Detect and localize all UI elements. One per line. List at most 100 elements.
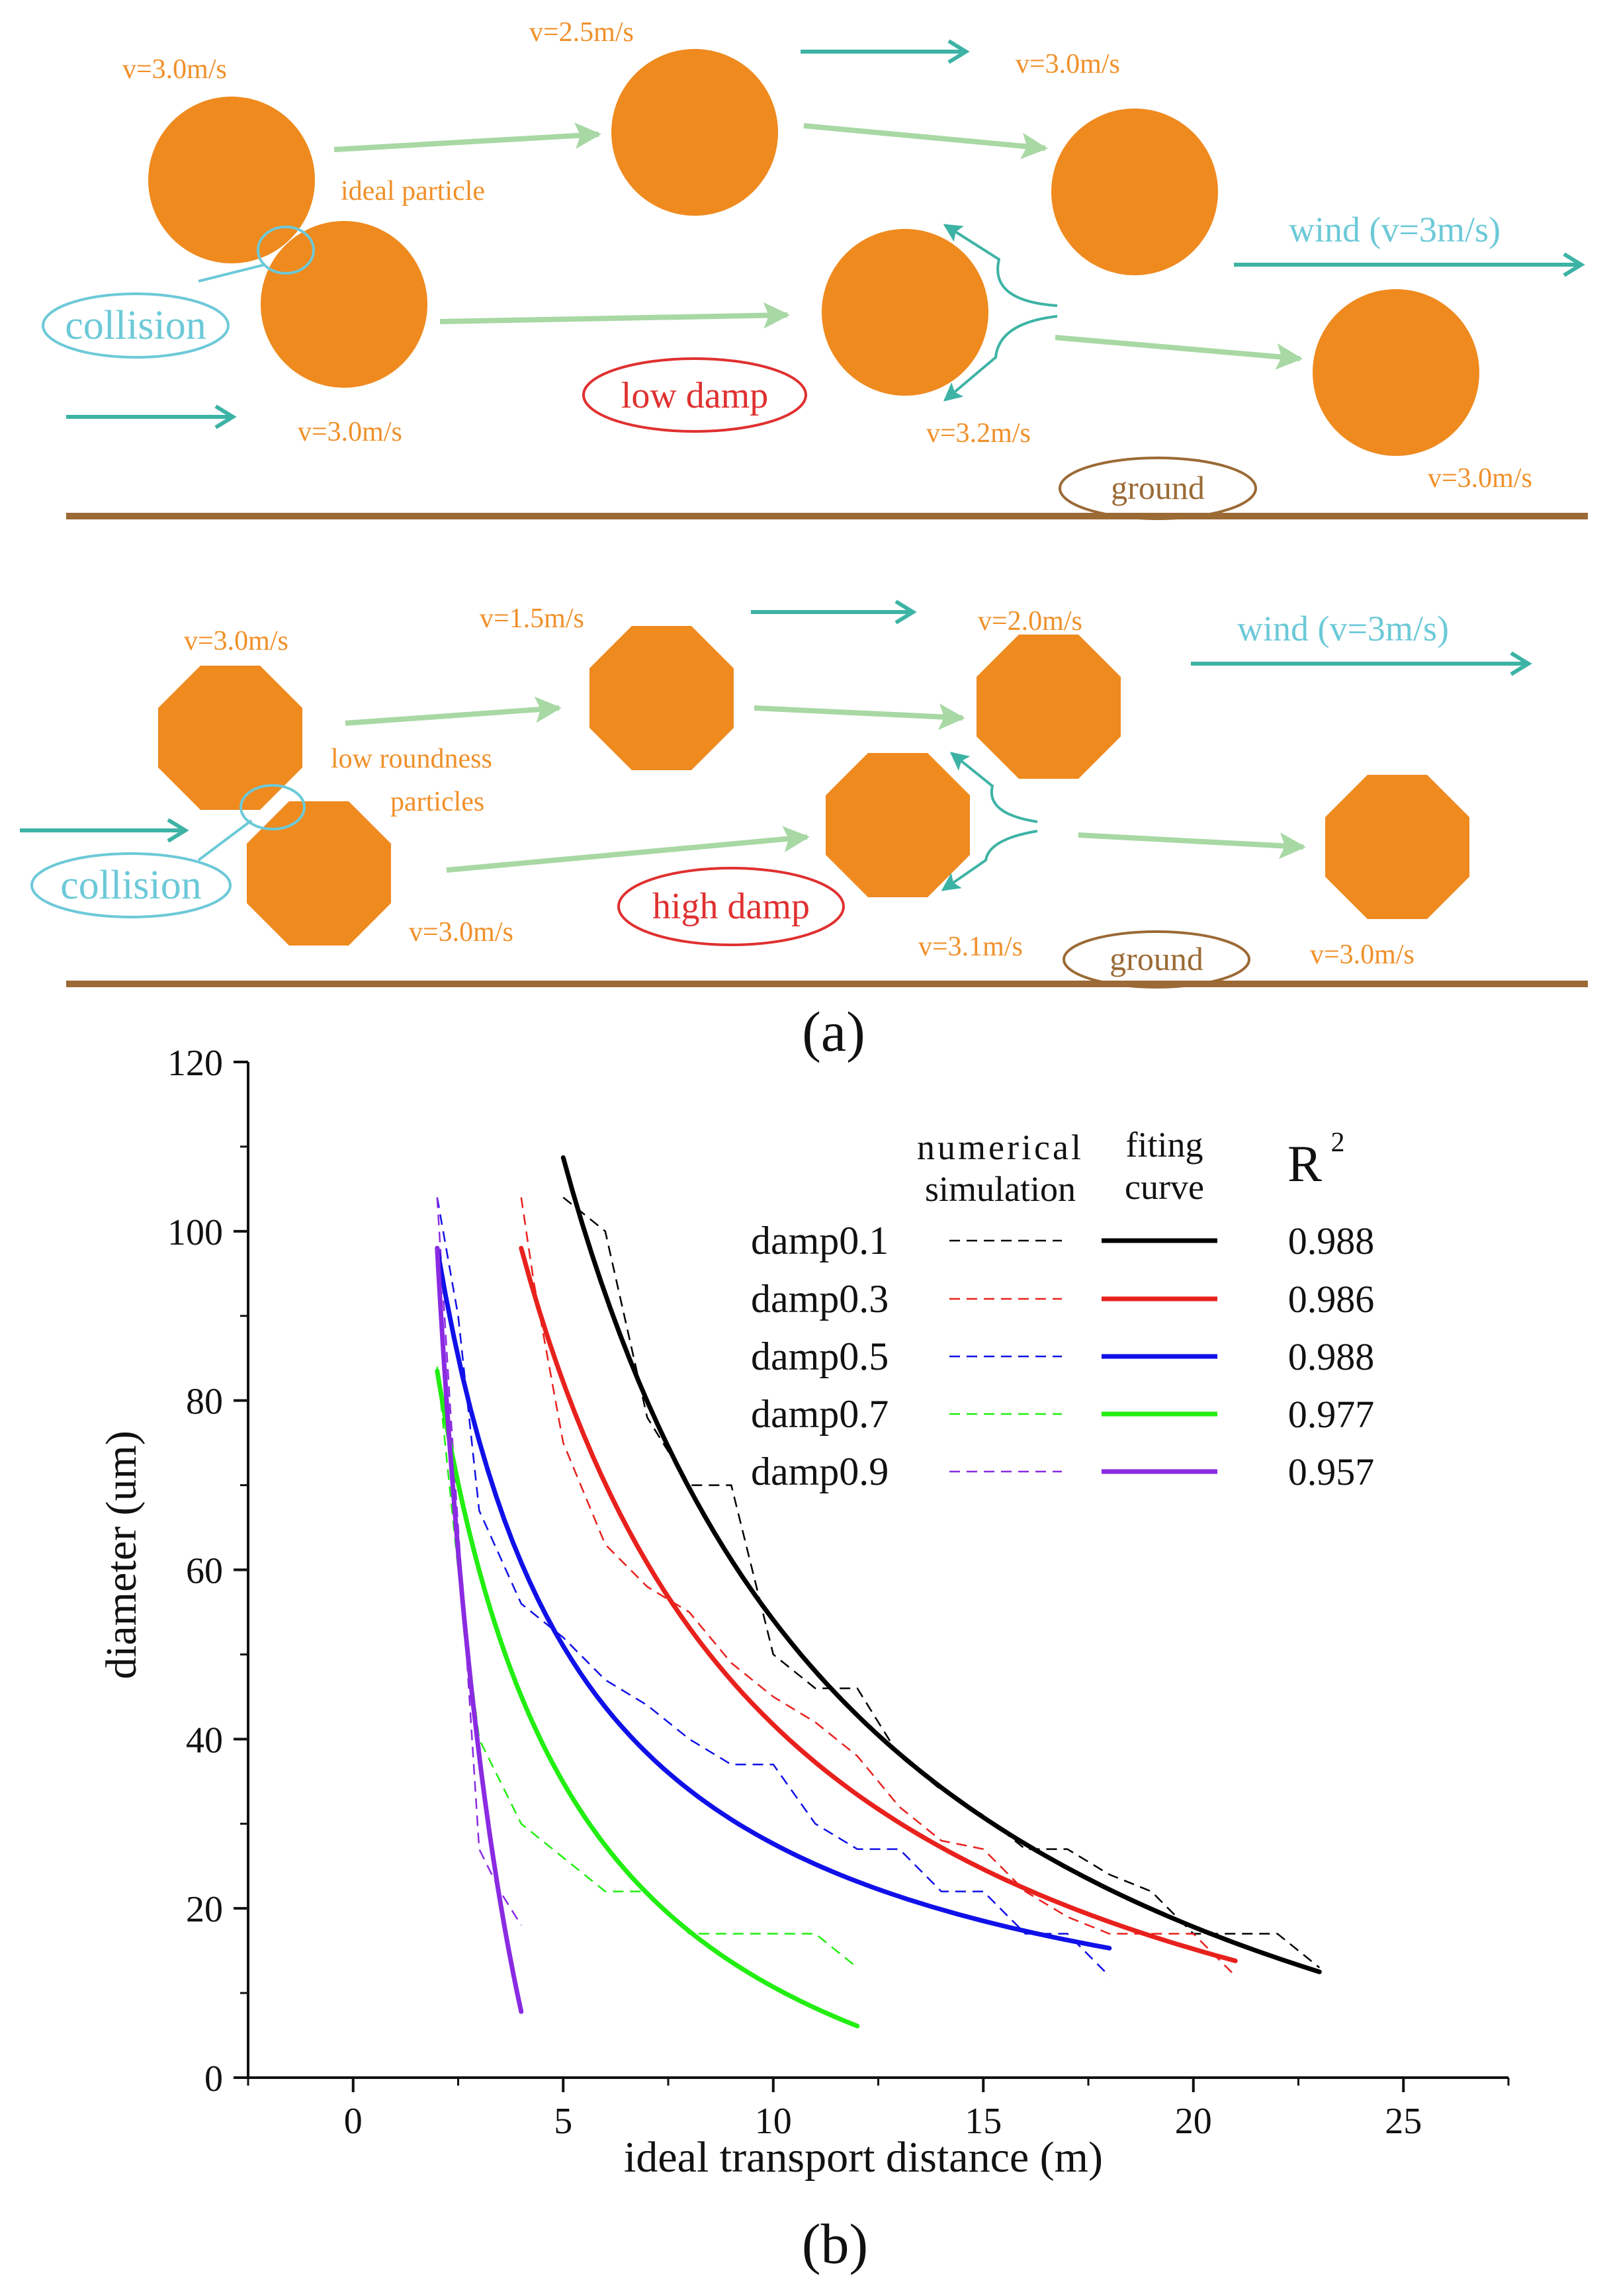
legend-header-sim: numerical — [917, 1127, 1084, 1167]
speed-label: v=1.5m/s — [480, 603, 584, 634]
legend-label-damp0-9: damp0.9 — [751, 1450, 889, 1493]
particle-bottom-5 — [826, 753, 970, 897]
low-damp-label: low damp — [621, 375, 768, 416]
legend-label-damp0-7: damp0.7 — [751, 1392, 889, 1436]
x-tick-label: 25 — [1385, 2101, 1422, 2142]
bounce-arrow — [949, 752, 1038, 823]
speed-label: v=3.0m/s — [1428, 463, 1532, 494]
legend-header-r2: R — [1287, 1135, 1322, 1192]
speed-label: v=3.0m/s — [298, 417, 402, 447]
legend-header-fit: fiting — [1126, 1125, 1203, 1165]
motion-arrow — [1055, 335, 1303, 370]
particle-top-3 — [611, 49, 778, 216]
speed-label: v=2.5m/s — [529, 17, 634, 48]
motion-arrow — [345, 696, 562, 726]
wind-arrow-head — [894, 599, 917, 625]
collision-pointer — [197, 819, 253, 861]
fit-curve-damp0-3 — [519, 1245, 1238, 1963]
fit-curve-damp0-5 — [435, 1245, 1112, 1951]
simulation-line-damp0-3 — [520, 1197, 1237, 1977]
collision-label-ellipse — [42, 292, 230, 359]
motion-arrow — [754, 703, 965, 730]
wind-label-bottom: wind (v=3m/s) — [1237, 609, 1449, 648]
panel-a-top: collision low damp ground ideal particle… — [42, 17, 1588, 520]
collision-contact-ellipse — [239, 784, 306, 830]
speed-label: v=3.0m/s — [409, 917, 513, 948]
speed-label: v=3.1m/s — [918, 932, 1023, 962]
particle-top-4 — [1051, 109, 1218, 275]
simulation-line-damp0-9 — [436, 1197, 522, 1926]
wind-arrow-head — [214, 404, 237, 429]
y-tick-label: 20 — [186, 1889, 223, 1930]
speed-label: v=3.0m/s — [122, 54, 227, 85]
x-tick-label: 5 — [554, 2101, 572, 2142]
collision-label: collision — [65, 303, 206, 348]
y-tick-label: 100 — [167, 1212, 223, 1253]
legend-r2-damp0-1: 0.988 — [1288, 1219, 1375, 1262]
y-tick-label: 60 — [186, 1551, 223, 1592]
particle-top-5 — [822, 229, 988, 396]
high-damp-ellipse — [617, 867, 845, 946]
wind-arrow-head — [947, 39, 970, 64]
fit-curve-damp0-9 — [435, 1245, 524, 2014]
simulation-line-damp0-5 — [436, 1197, 1110, 1977]
motion-arrow — [1078, 832, 1306, 860]
particle-label: low roundness — [331, 744, 492, 774]
motion-arrow — [333, 122, 601, 152]
legend-header-sim: simulation — [925, 1169, 1076, 1209]
legend-header-r2-sup: 2 — [1331, 1127, 1345, 1158]
low-damp-ellipse — [582, 357, 807, 433]
wind-arrow-head — [1510, 651, 1532, 676]
legend-r2-damp0-9: 0.957 — [1288, 1450, 1375, 1493]
collision-pointer — [198, 263, 265, 283]
collision-contact-ellipse — [257, 226, 315, 275]
motion-arrow — [439, 302, 790, 329]
legend-rows: damp0.1 0.988 damp0.3 0.986 damp0.5 0.988 damp… — [751, 1219, 1374, 1493]
speed-label: v=3.0m/s — [1016, 49, 1120, 79]
particle-bottom-1 — [158, 666, 302, 810]
collision-label: collision — [60, 863, 202, 908]
speed-label: v=3.0m/s — [184, 626, 288, 656]
particle-bottom-4 — [977, 635, 1121, 779]
motion-arrow — [446, 826, 810, 873]
x-axis-title: ideal transport distance (m) — [624, 2133, 1103, 2182]
panel-b-chart: 0 5 10 15 20 25 0 20 40 60 80 100 120 numerical simu… — [97, 1043, 1510, 2182]
particle-bottom-2 — [247, 801, 391, 946]
wind-arrow-head — [1563, 252, 1585, 277]
bounce-arrow — [941, 830, 1038, 891]
bounce-arrow — [943, 315, 1058, 402]
particle-bottom-6 — [1325, 775, 1469, 919]
particle-label: particles — [390, 787, 484, 817]
motion-arrow — [803, 123, 1048, 159]
legend-r2-damp0-3: 0.986 — [1288, 1278, 1375, 1321]
particle-bottom-3 — [589, 626, 734, 770]
y-tick-label: 0 — [204, 2058, 223, 2099]
panel-a-bottom: collision high damp ground low roundness… — [20, 599, 1588, 989]
wind-label-top: wind (v=3m/s) — [1289, 210, 1501, 249]
fit-curve-damp0-1 — [560, 1155, 1322, 1974]
ground-label-top: ground — [1111, 469, 1205, 506]
legend-r2-damp0-5: 0.988 — [1288, 1335, 1375, 1378]
chart-legend: numerical simulation fiting curve R 2 da… — [751, 1125, 1374, 1493]
particle-label: ideal particle — [341, 176, 485, 206]
particle-top-2 — [261, 221, 427, 388]
panel-a-caption: (a) — [802, 1000, 865, 1063]
x-tick-label: 20 — [1175, 2101, 1212, 2142]
legend-label-damp0-3: damp0.3 — [751, 1277, 889, 1321]
panel-b-caption: (b) — [802, 2212, 868, 2275]
legend-r2-damp0-7: 0.977 — [1288, 1393, 1375, 1436]
speed-label: v=3.0m/s — [1310, 940, 1415, 970]
particle-top-1 — [148, 97, 315, 263]
collision-label-ellipse — [30, 852, 232, 918]
legend-label-damp0-5: damp0.5 — [751, 1335, 889, 1378]
y-axis-title: diameter (um) — [97, 1431, 146, 1679]
fit-curve-damp0-7 — [435, 1368, 860, 2029]
speed-label: v=2.0m/s — [978, 606, 1082, 637]
x-tick-label: 0 — [344, 2101, 363, 2142]
y-tick-label: 80 — [186, 1382, 223, 1423]
bounce-arrow — [943, 224, 1058, 307]
x-tick-label: 10 — [755, 2101, 792, 2142]
high-damp-label: high damp — [652, 886, 810, 927]
chart-axes: 0 5 10 15 20 25 0 20 40 60 80 100 120 — [167, 1043, 1510, 2142]
simulation-line-damp0-1 — [562, 1196, 1321, 1968]
